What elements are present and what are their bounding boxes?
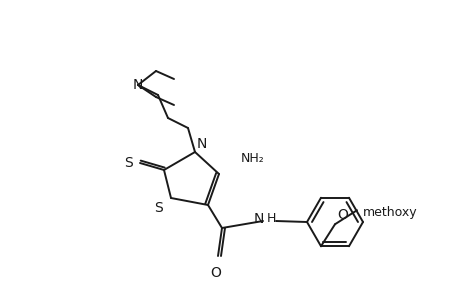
Text: H: H [266, 212, 276, 226]
Text: S: S [124, 156, 133, 170]
Text: N: N [253, 212, 263, 226]
Text: methoxy: methoxy [362, 206, 417, 219]
Text: N: N [196, 137, 207, 151]
Text: S: S [154, 201, 162, 215]
Text: N: N [133, 78, 143, 92]
Text: NH₂: NH₂ [241, 152, 264, 164]
Text: O: O [336, 208, 347, 222]
Text: O: O [210, 266, 221, 280]
